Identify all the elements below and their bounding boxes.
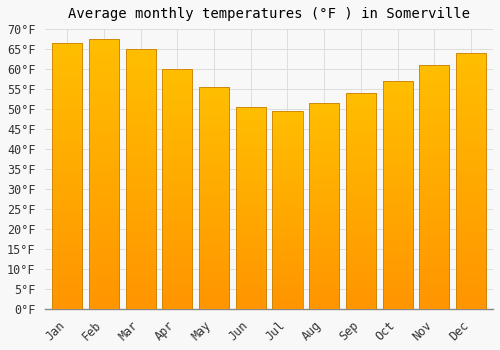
- Bar: [52, 43, 82, 309]
- Bar: [382, 81, 412, 309]
- Bar: [199, 87, 229, 309]
- Bar: [456, 53, 486, 309]
- Bar: [126, 49, 156, 309]
- Bar: [309, 103, 339, 309]
- Bar: [272, 111, 302, 309]
- Bar: [236, 107, 266, 309]
- Bar: [89, 39, 119, 309]
- Bar: [162, 69, 192, 309]
- Title: Average monthly temperatures (°F ) in Somerville: Average monthly temperatures (°F ) in So…: [68, 7, 470, 21]
- Bar: [346, 93, 376, 309]
- Bar: [420, 65, 450, 309]
